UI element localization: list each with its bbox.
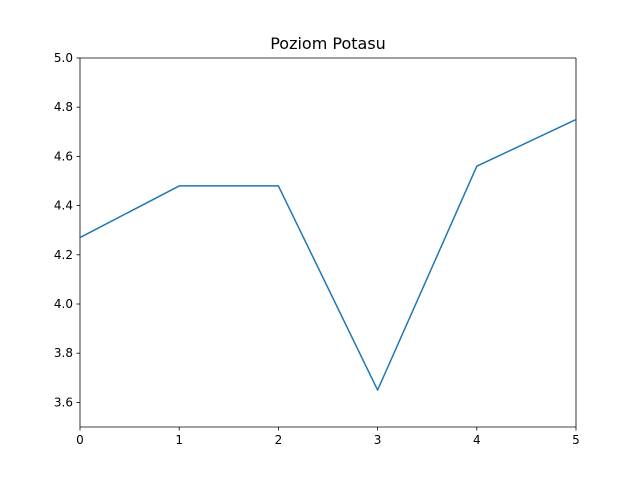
series-line-0 (78, 118, 577, 391)
y-tick-label: 4.6 (54, 149, 73, 163)
y-tick-label: 3.6 (54, 395, 73, 409)
y-axis: 3.6 3.8 4.0 4.2 4.4 4.6 4.8 5.0 (54, 51, 80, 409)
x-axis: 0 1 2 3 4 5 (76, 427, 580, 447)
x-tick-label: 1 (175, 433, 183, 447)
x-tick-label: 5 (572, 433, 580, 447)
y-tick-label: 5.0 (54, 51, 73, 65)
x-tick-label: 0 (76, 433, 84, 447)
plot-area (80, 58, 576, 427)
chart-title: Poziom Potasu (270, 34, 386, 53)
y-tick-label: 3.8 (54, 346, 73, 360)
series-group (78, 118, 577, 391)
plot-background (80, 58, 576, 427)
x-tick-label: 2 (275, 433, 283, 447)
y-tick-label: 4.2 (54, 248, 73, 262)
x-tick-label: 3 (374, 433, 382, 447)
y-tick-label: 4.4 (54, 199, 73, 213)
y-tick-label: 4.0 (54, 297, 73, 311)
y-tick-label: 4.8 (54, 100, 73, 114)
x-tick-label: 4 (473, 433, 481, 447)
